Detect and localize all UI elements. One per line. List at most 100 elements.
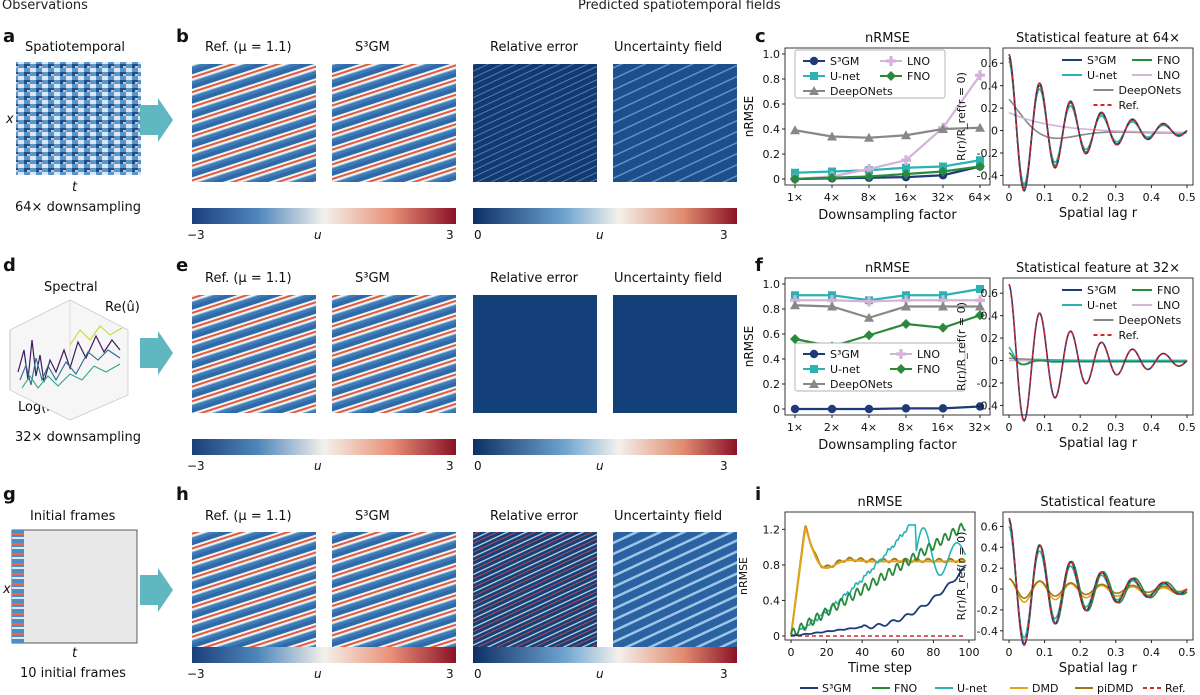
data-point	[790, 404, 800, 414]
chart-title: nRMSE	[858, 495, 903, 510]
obs-t-label-2: t	[72, 646, 78, 661]
x-tick-label: 16×	[894, 191, 917, 204]
cbar-u-label: u	[314, 459, 322, 473]
field-title-s3gm: S³GM	[355, 509, 390, 524]
obs-t-label: t	[72, 180, 78, 195]
cbar-e-label: u	[596, 459, 604, 473]
series-line-U-net	[790, 524, 967, 638]
field-relerr-image	[473, 64, 597, 182]
legend-label: U-net	[1087, 69, 1118, 82]
series-line-DeepONets	[794, 126, 981, 139]
legend-label: DMD	[1032, 682, 1058, 695]
data-point	[976, 285, 984, 293]
legend-label: LNO	[1157, 299, 1180, 312]
legend-label: FNO	[917, 363, 941, 376]
data-point	[867, 296, 871, 307]
obs-x-label-2: x	[3, 582, 11, 597]
x-tick-label: 4×	[861, 421, 877, 434]
field-title-unc: Uncertainty field	[614, 40, 723, 55]
data-point	[901, 404, 911, 413]
field-row-e	[192, 295, 737, 455]
panel-letter-b: b	[176, 26, 189, 47]
field-row-h	[192, 532, 737, 663]
cbar-u-min: −3	[187, 667, 205, 681]
y-tick-label: 0.8	[763, 559, 781, 572]
x-tick-label: 20	[820, 646, 834, 659]
data-point	[790, 300, 800, 310]
legend-label: U-net	[830, 363, 861, 376]
y-tick-label: 0.2	[981, 562, 999, 575]
data-point	[867, 164, 871, 174]
x-tick-label: 0.2	[1071, 191, 1089, 204]
legend-box	[794, 342, 966, 392]
y-tick-label: 0.6	[981, 520, 999, 533]
series-line-U-net	[1008, 346, 1187, 366]
y-axis-label: R(r)/R_ref(r = 0)	[955, 302, 968, 391]
y-tick-label: 0	[773, 403, 780, 416]
data-point	[864, 404, 874, 414]
x-tick-label: 0.2	[1071, 646, 1089, 659]
x-tick-label: 0	[1006, 191, 1013, 204]
y-tick-label: -0.2	[977, 147, 998, 160]
obs-caption-32x: 32× downsampling	[15, 430, 142, 445]
legend-label: DeepONets	[830, 378, 893, 391]
data-point	[904, 155, 908, 166]
data-point	[864, 330, 874, 341]
obs-initial-frames-strip	[12, 530, 24, 643]
cbar-e-max: 3	[720, 228, 728, 242]
panel-letter-c: c	[755, 26, 766, 47]
data-point	[827, 131, 837, 141]
data-point	[976, 156, 984, 165]
chart-title: nRMSE	[865, 261, 910, 276]
x-tick-label: 64×	[968, 191, 991, 204]
cbar-e-max: 3	[720, 459, 728, 473]
data-point	[901, 319, 911, 329]
colorbar-u	[192, 208, 456, 224]
legend-label: DeepONets	[1119, 84, 1182, 97]
data-point	[938, 166, 948, 177]
cbar-e-min: 0	[474, 228, 482, 242]
obs-spectral-image	[9, 299, 129, 421]
legend-marker	[809, 379, 819, 388]
data-point	[864, 171, 874, 182]
field-title-ref: Ref. (μ = 1.1)	[205, 40, 292, 55]
series-line-LNO	[795, 299, 980, 303]
cbar-u-min: −3	[187, 459, 205, 473]
field-title-relerr: Relative error	[490, 271, 579, 286]
legend-marker	[810, 365, 818, 373]
y-tick-label: 0.2	[981, 102, 999, 115]
data-point	[864, 132, 874, 142]
data-point	[904, 295, 908, 306]
field-s3gm-image	[332, 532, 456, 650]
plot-frame	[784, 277, 991, 416]
bottom-legend: S³GM FNO U-net DMD piDMD Ref.	[800, 682, 1186, 695]
y-tick-label: 0	[991, 355, 998, 368]
x-axis-label: Spatial lag r	[1059, 436, 1138, 451]
legend: S³GM FNO U-net LNO DeepONets Ref.	[1062, 54, 1181, 112]
y-tick-label: 0.4	[981, 310, 999, 323]
x-tick-label: 8×	[861, 191, 877, 204]
y-tick-label: 0.8	[763, 73, 781, 86]
data-point	[975, 402, 985, 411]
legend-label: S³GM	[830, 348, 859, 361]
chart-title: Statistical feature	[1040, 495, 1155, 510]
data-point	[790, 125, 800, 135]
data-point	[827, 404, 837, 414]
legend-label: FNO	[894, 682, 918, 695]
y-tick-label: -0.4	[977, 625, 998, 638]
x-tick-label: 8×	[898, 421, 914, 434]
legend-marker	[899, 349, 903, 359]
field-title-s3gm: S³GM	[355, 40, 390, 55]
field-unc-image	[613, 64, 737, 182]
data-point	[938, 322, 948, 333]
legend-label: LNO	[907, 55, 930, 68]
data-point	[827, 301, 837, 311]
x-tick-label: 0.2	[1071, 421, 1089, 434]
x-tick-label: 0.5	[1178, 646, 1196, 659]
data-point	[901, 301, 911, 311]
series-line-FNO	[794, 165, 981, 181]
legend-label: DeepONets	[1119, 314, 1182, 327]
series-line-S³GM	[795, 405, 981, 411]
field-s3gm-image	[332, 295, 456, 413]
cbar-e-min: 0	[474, 459, 482, 473]
